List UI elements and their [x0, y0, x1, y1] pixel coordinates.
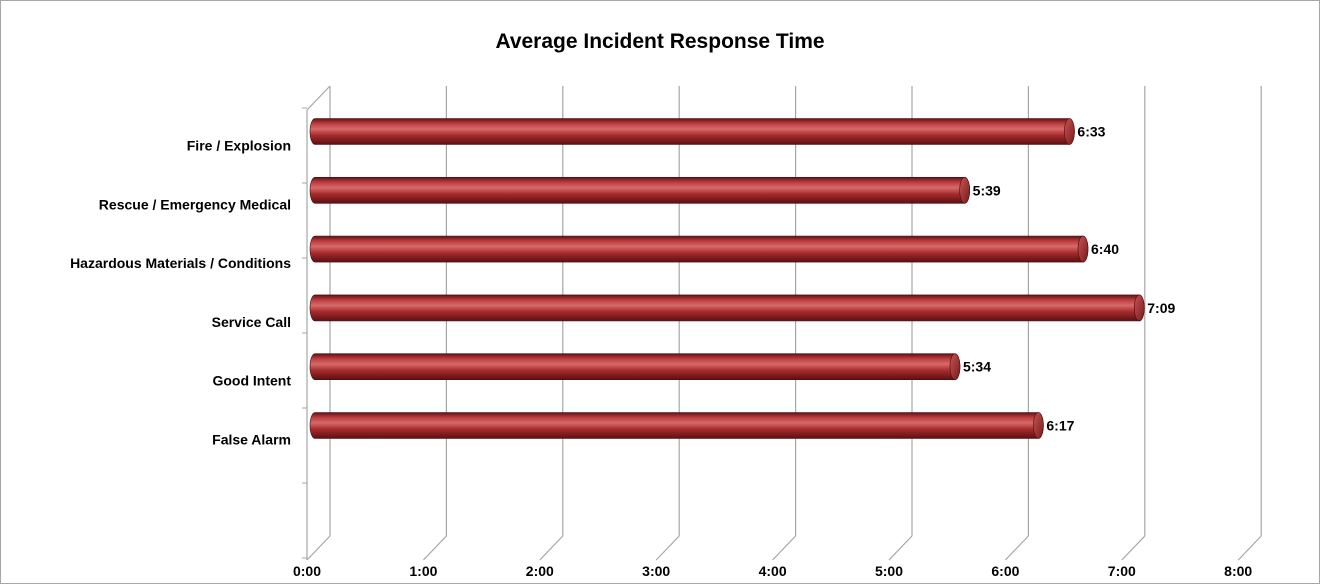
x-tick-label: 2:00 — [526, 563, 554, 579]
floor-gridline — [655, 535, 680, 561]
category-label: Good Intent — [212, 373, 291, 389]
grid-layer — [302, 85, 1262, 561]
category-label: Service Call — [212, 314, 291, 330]
data-label: 5:39 — [973, 182, 1001, 198]
bar-end-cap — [1064, 118, 1075, 145]
bar-end-cap — [949, 353, 961, 381]
floor-gridline — [888, 535, 913, 561]
bar-end-cap — [1133, 294, 1145, 322]
floor-gridline — [772, 535, 797, 561]
bar-end-cap — [1077, 235, 1089, 263]
category-label: Rescue / Emergency Medical — [99, 196, 291, 212]
chart-title: Average Incident Response Time — [495, 30, 825, 53]
category-label: Fire / Explosion — [187, 138, 291, 154]
bar — [309, 353, 961, 380]
floor-gridline — [1237, 535, 1262, 561]
data-label: 6:40 — [1091, 241, 1119, 257]
wall-top-edge — [306, 85, 331, 111]
category-label: Hazardous Materials / Conditions — [70, 255, 291, 271]
bar — [309, 118, 1075, 145]
floor-gridline — [1004, 535, 1029, 561]
bar — [309, 412, 1044, 439]
bar-end-cap — [1033, 412, 1044, 439]
x-tick-label: 6:00 — [991, 563, 1019, 579]
data-label: 5:34 — [963, 359, 991, 375]
floor-gridline — [306, 535, 331, 561]
floor-gridline — [422, 535, 447, 561]
data-label: 7:09 — [1147, 300, 1175, 316]
bar — [309, 235, 1089, 263]
bar — [309, 294, 1145, 322]
floor-gridline — [539, 535, 564, 561]
data-label: 6:17 — [1046, 418, 1074, 434]
labels-layer: 0:00 1:00 2:00 3:00 4:00 5:00 6:00 7:00 8:00 Fire… — [70, 124, 1252, 580]
bar-end-cap — [959, 177, 970, 204]
x-tick-label: 8:00 — [1224, 563, 1252, 579]
x-tick-label: 4:00 — [759, 563, 787, 579]
bars-layer — [309, 118, 1145, 439]
x-tick-label: 3:00 — [642, 563, 670, 579]
x-tick-label: 0:00 — [293, 563, 321, 579]
category-label: False Alarm — [212, 432, 291, 448]
floor-gridline — [1121, 535, 1146, 561]
x-tick-label: 7:00 — [1108, 563, 1136, 579]
x-tick-label: 5:00 — [875, 563, 903, 579]
bar — [309, 177, 970, 204]
x-tick-label: 1:00 — [409, 563, 437, 579]
data-label: 6:33 — [1077, 124, 1105, 140]
